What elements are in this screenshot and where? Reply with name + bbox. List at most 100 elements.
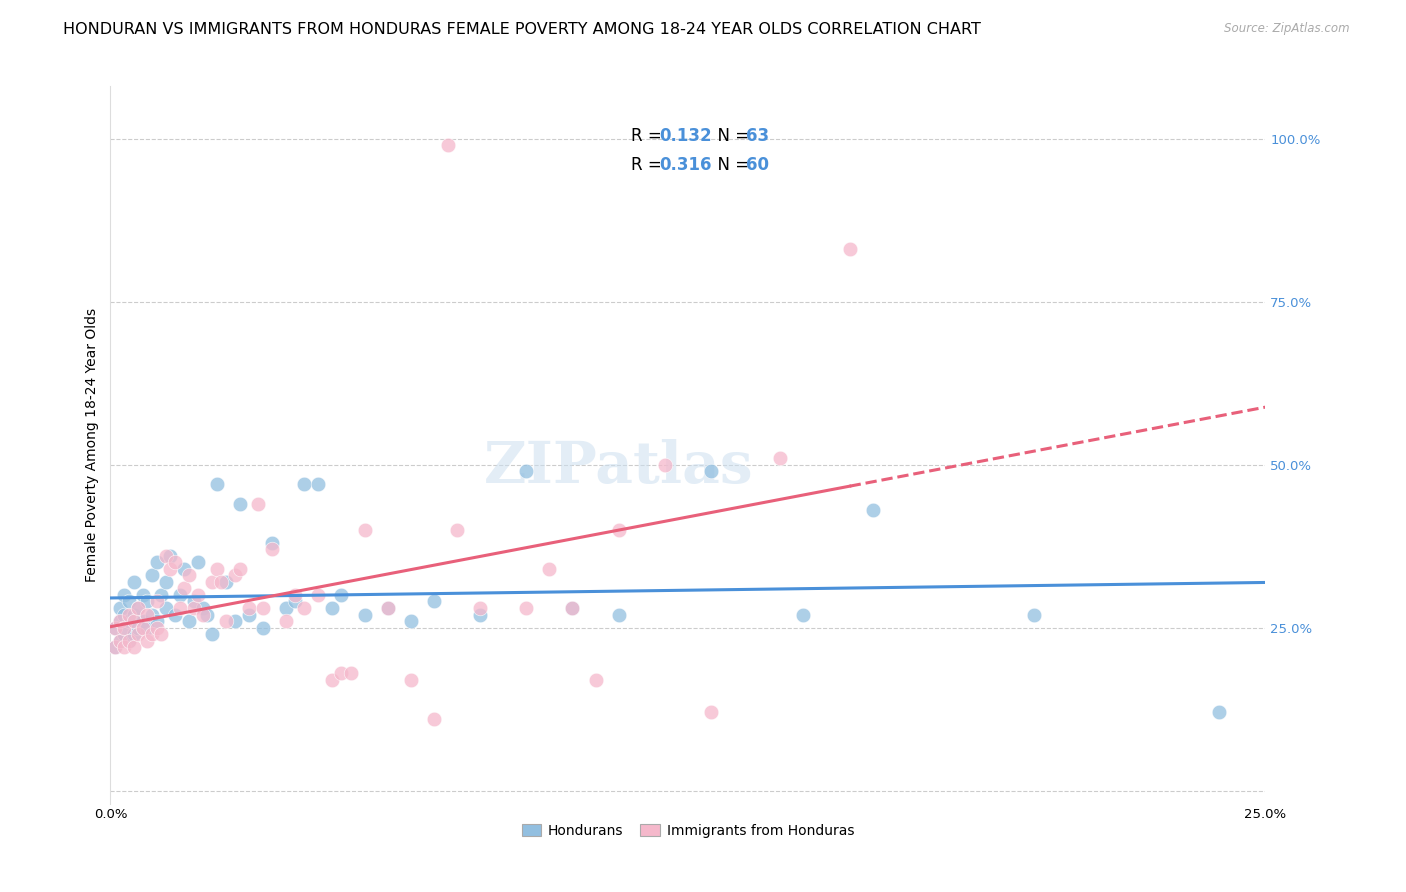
Point [399,673,422,687]
Point [197,607,219,622]
Point [127,601,149,615]
Point [104,640,127,654]
Point [169,588,191,602]
Point [112,627,135,641]
Point [191,607,214,622]
Point [436,138,458,153]
Point [468,601,491,615]
Point [141,568,163,582]
Point [284,594,307,608]
Point [215,614,238,628]
Point [330,588,353,602]
Point [229,497,252,511]
Point [118,633,141,648]
Point [118,607,141,622]
Point [1208,706,1230,720]
Point [446,523,468,537]
Point [321,601,343,615]
Text: 63: 63 [747,127,769,145]
Text: 60: 60 [747,155,769,174]
Point [136,594,159,608]
Point [155,549,177,563]
Point [155,601,177,615]
Point [122,607,145,622]
Text: N =: N = [707,155,754,174]
Point [173,562,195,576]
Point [141,607,163,622]
Point [187,555,209,569]
Text: N =: N = [707,127,754,145]
Point [205,562,228,576]
Point [150,588,173,602]
Point [122,614,145,628]
Point [187,588,209,602]
Point [127,601,149,615]
Point [112,621,135,635]
Text: Source: ZipAtlas.com: Source: ZipAtlas.com [1225,22,1350,36]
Point [183,594,205,608]
Text: 0.132: 0.132 [659,127,711,145]
Point [205,477,228,491]
Point [118,594,141,608]
Point [769,450,792,465]
Point [173,582,195,596]
Point [127,627,149,641]
Point [353,523,375,537]
Point [145,594,167,608]
Point [159,549,181,563]
Text: ZIPatlas: ZIPatlas [484,439,754,494]
Point [112,640,135,654]
Point [145,555,167,569]
Point [122,574,145,589]
Point [183,601,205,615]
Y-axis label: Female Poverty Among 18-24 Year Olds: Female Poverty Among 18-24 Year Olds [86,308,100,582]
Point [1024,607,1046,622]
Point [159,562,181,576]
Point [145,621,167,635]
Point [284,588,307,602]
Text: R =: R = [631,127,666,145]
Point [377,601,399,615]
Point [561,601,583,615]
Point [215,574,238,589]
Point [108,601,131,615]
Point [468,607,491,622]
Point [169,601,191,615]
Point [122,627,145,641]
Point [132,588,155,602]
Point [538,562,561,576]
Point [201,627,224,641]
Point [127,621,149,635]
Text: HONDURAN VS IMMIGRANTS FROM HONDURAS FEMALE POVERTY AMONG 18-24 YEAR OLDS CORREL: HONDURAN VS IMMIGRANTS FROM HONDURAS FEM… [63,22,981,37]
Point [423,594,446,608]
Point [515,601,537,615]
Point [607,607,630,622]
Point [209,574,232,589]
Point [201,574,224,589]
Point [307,477,329,491]
Point [104,621,127,635]
Point [585,673,607,687]
Point [118,614,141,628]
Point [399,614,422,628]
Point [238,607,260,622]
Point [515,464,537,478]
Point [700,706,723,720]
Point [294,601,316,615]
Point [108,614,131,628]
Point [108,614,131,628]
Point [112,588,135,602]
Point [377,601,399,615]
Point [252,601,274,615]
Point [136,633,159,648]
Point [165,607,187,622]
Point [862,503,884,517]
Point [607,523,630,537]
Point [136,621,159,635]
Point [141,627,163,641]
Point [838,243,860,257]
Point [700,464,723,478]
Point [118,633,141,648]
Point [104,621,127,635]
Point [165,555,187,569]
